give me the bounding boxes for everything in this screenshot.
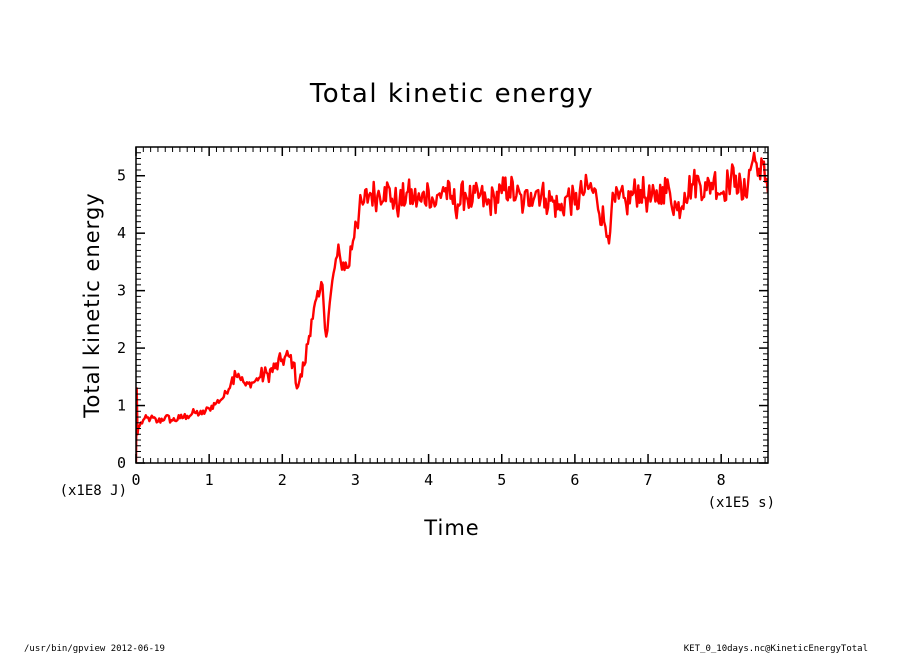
x-tick-label: 7 [644,471,653,489]
y-axis-ticks: 0 1 2 3 4 5 [117,146,768,472]
y-axis-unit: (x1E8 J) [60,483,127,499]
x-tick-label: 5 [497,471,506,489]
y-tick-label: 2 [117,339,126,357]
x-axis-label: Time [423,516,479,540]
plot-content [136,151,768,463]
x-tick-label: 3 [351,471,360,489]
y-tick-label: 1 [117,397,126,415]
x-axis-unit: (x1E5 s) [708,495,775,511]
plot-frame [135,146,769,464]
footer-program-date: /usr/bin/gpview 2012-06-19 [24,644,165,654]
footer-source: KET_0_10days.nc@KineticEnergyTotal [684,644,868,654]
y-tick-label: 0 [117,454,126,472]
chart-title: Total kinetic energy [309,79,594,109]
x-tick-label: 0 [131,471,140,489]
y-axis-label: Total kinetic energy [80,192,104,418]
y-tick-label: 4 [117,224,126,242]
x-axis-ticks: 0 1 2 3 4 5 6 7 8 [131,147,766,489]
x-tick-label: 2 [278,471,287,489]
y-tick-label: 5 [117,167,126,185]
x-tick-label: 4 [424,471,433,489]
x-tick-label: 6 [570,471,579,489]
x-tick-label: 1 [205,471,214,489]
series-line-0 [136,151,768,463]
x-tick-label: 8 [717,471,726,489]
y-tick-label: 3 [117,282,126,300]
